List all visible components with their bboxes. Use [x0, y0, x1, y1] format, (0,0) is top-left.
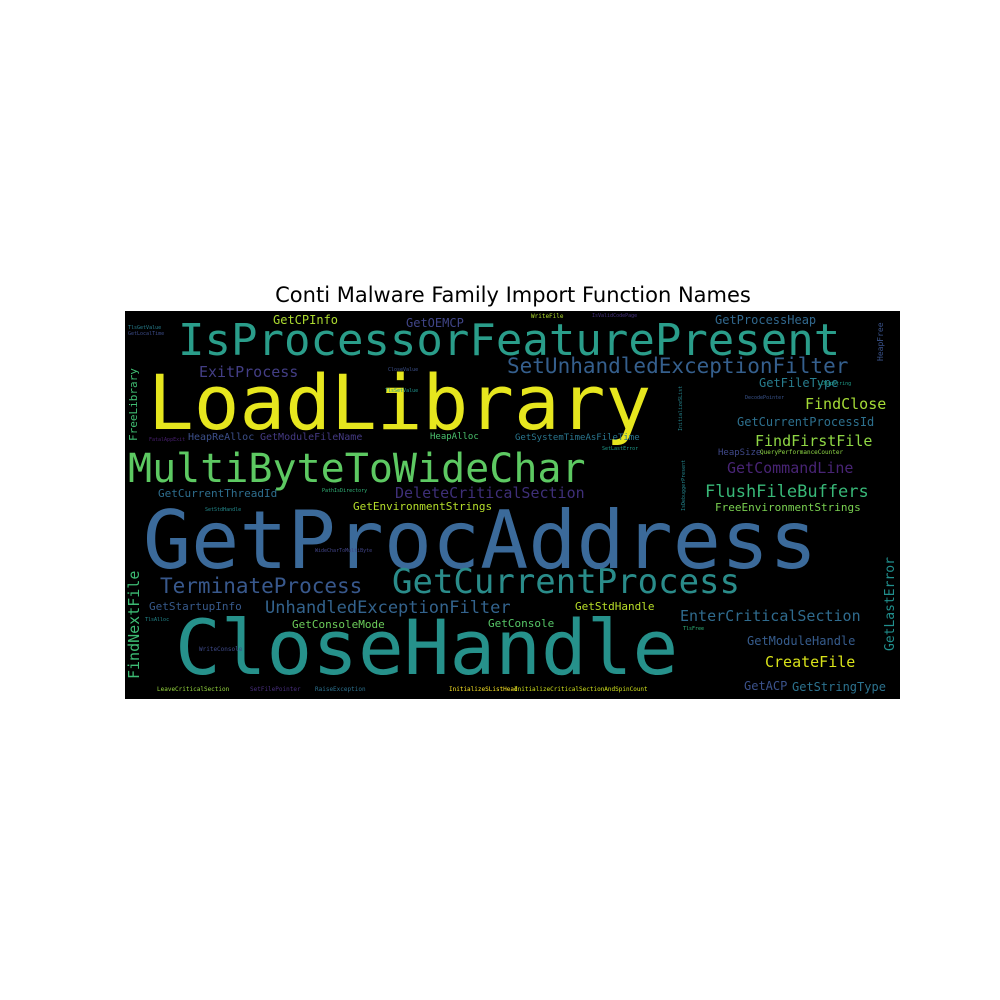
- chart-title: Conti Malware Family Import Function Nam…: [275, 283, 751, 307]
- word: MultiByteToWideChar: [128, 446, 586, 492]
- word: GetCurrentThreadId: [158, 487, 278, 500]
- word: CreateFile: [765, 653, 856, 671]
- word: LoadLibrary: [148, 358, 652, 447]
- word: GetACP: [744, 679, 788, 693]
- word: GetCurrentProcessId: [737, 415, 875, 429]
- word: InitializeCriticalSectionAndSpinCount: [514, 686, 648, 693]
- word: TlsFree: [683, 626, 705, 632]
- word: FreeLibrary: [127, 368, 140, 441]
- word: GetStartupInfo: [149, 600, 242, 613]
- word: GetStdHandle: [575, 600, 655, 613]
- word: LCMapString: [818, 381, 852, 387]
- word: GetStringType: [792, 680, 886, 694]
- word: GetSystemTimeAsFileTime: [515, 433, 640, 443]
- word: GetConsole: [488, 617, 555, 630]
- word: TerminateProcess: [160, 574, 363, 598]
- word: GetModuleHandle: [747, 634, 856, 648]
- word-cloud: GetProcAddress CloseHandle LoadLibrary M…: [125, 311, 900, 699]
- word: PathIsDirectory: [322, 488, 368, 494]
- word: FatalAppExit: [149, 437, 186, 443]
- word: FreeEnvironmentStrings: [715, 501, 861, 514]
- word: GetFileType: [759, 376, 839, 390]
- word: SetStdHandle: [205, 507, 242, 513]
- word: HeapFree: [876, 322, 885, 361]
- word: IsDebuggerPresent: [681, 459, 687, 511]
- word: GetModuleFileName: [260, 432, 363, 443]
- word: TlsGetValue: [128, 325, 162, 331]
- word: WriteConsole: [199, 646, 243, 653]
- word: FlushFileBuffers: [705, 482, 869, 502]
- word: TlsAlloc: [145, 617, 170, 623]
- word: GetProcessHeap: [715, 313, 817, 327]
- word: InitializeSList: [678, 385, 684, 431]
- word: RaiseException: [315, 686, 366, 693]
- word: WriteFile: [531, 313, 564, 320]
- word: InitializeSListHead: [449, 686, 518, 693]
- word: SetFilePointer: [250, 686, 301, 693]
- word: GetOEMCP: [406, 316, 464, 330]
- word: WideCharToMultiByte: [315, 548, 373, 554]
- word: IsProcessorFeaturePresent: [178, 315, 841, 366]
- word: GetLocalTime: [128, 331, 165, 337]
- word: DeleteCriticalSection: [395, 484, 585, 502]
- word: GetCurrentProcess: [392, 562, 740, 602]
- word: CloseHandle: [175, 603, 679, 692]
- word: ExitProcess: [199, 363, 299, 381]
- word: GetLastError: [883, 557, 898, 651]
- word: GetCPInfo: [273, 313, 339, 327]
- word: IsValidCodePage: [592, 313, 638, 319]
- word: FindNextFile: [125, 570, 143, 679]
- word: SetUnhandledExceptionFilter: [507, 354, 849, 378]
- word: GetCommandLine: [727, 459, 854, 477]
- word: SetLastError: [602, 446, 639, 452]
- word: GetProcAddress: [143, 494, 818, 587]
- word: TlsSetValue: [385, 388, 419, 394]
- word: GetConsoleMode: [292, 618, 385, 631]
- word: HeapSize: [718, 448, 762, 458]
- word: FindClose: [805, 395, 887, 413]
- word: DecodePointer: [745, 395, 785, 401]
- word: LeaveCriticalSection: [157, 686, 230, 693]
- word: QueryPerformanceCounter: [760, 449, 844, 456]
- word: HeapAlloc: [430, 432, 479, 442]
- word: CloseValue: [388, 367, 419, 373]
- word: GetEnvironmentStrings: [353, 500, 493, 513]
- word: EnterCriticalSection: [680, 607, 861, 625]
- word: UnhandledExceptionFilter: [265, 598, 511, 618]
- word: FindFirstFile: [755, 432, 873, 450]
- word: HeapReAlloc: [188, 432, 255, 443]
